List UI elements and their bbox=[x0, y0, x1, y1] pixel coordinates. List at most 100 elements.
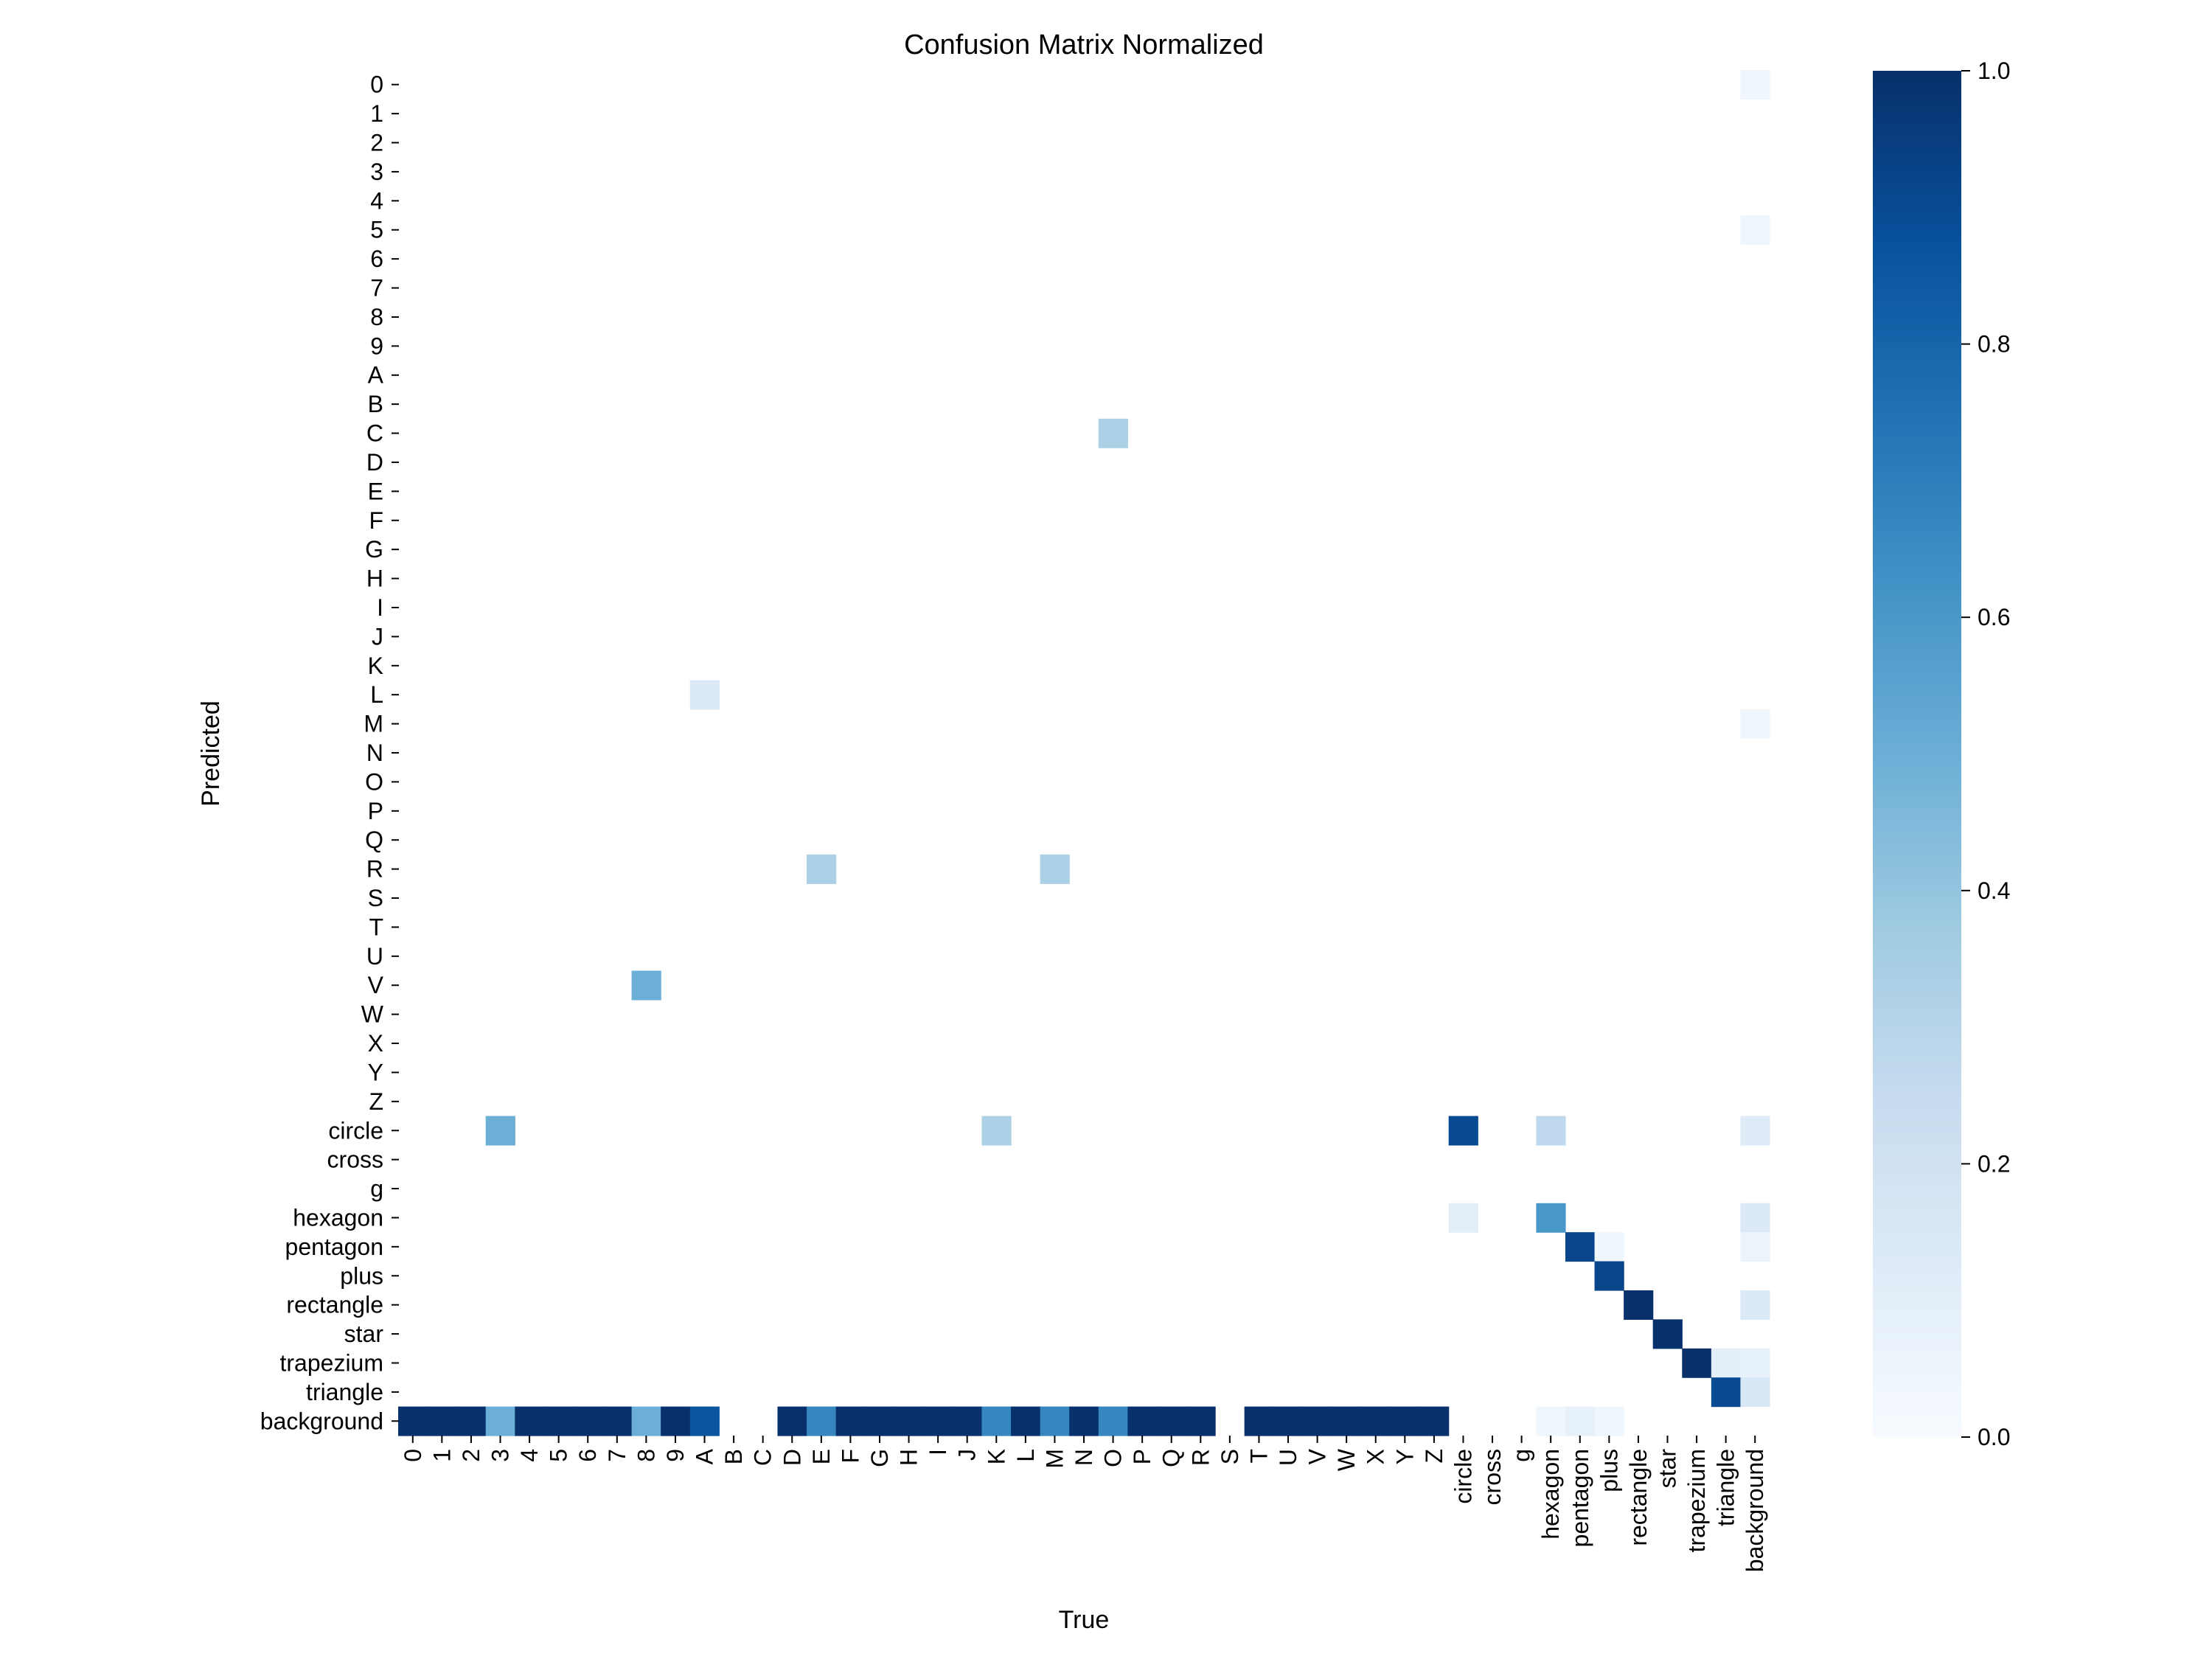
x-tick-label: 8 bbox=[633, 1449, 659, 1462]
x-tick-label: Y bbox=[1391, 1449, 1418, 1464]
x-tick-label: 2 bbox=[458, 1449, 484, 1462]
y-tick-label: K bbox=[368, 653, 383, 679]
heatmap-cell bbox=[807, 1406, 837, 1436]
heatmap-cell bbox=[1740, 1232, 1770, 1262]
x-tick-label: hexagon bbox=[1537, 1449, 1564, 1540]
heatmap-cell bbox=[1040, 1406, 1070, 1436]
colorbar bbox=[1873, 71, 1961, 1437]
y-tick-label: pentagon bbox=[285, 1234, 383, 1260]
y-tick-label: X bbox=[368, 1030, 383, 1057]
heatmap-cell bbox=[602, 1406, 633, 1436]
y-tick-label: 2 bbox=[370, 130, 383, 156]
y-tick-label: G bbox=[365, 536, 383, 563]
heatmap-cell bbox=[1740, 1290, 1770, 1320]
y-tick-label: C bbox=[366, 420, 383, 447]
x-tick-label: R bbox=[1187, 1449, 1214, 1466]
x-tick-label: 1 bbox=[428, 1449, 455, 1462]
x-tick-label: 4 bbox=[516, 1449, 543, 1462]
x-tick-label: L bbox=[1012, 1449, 1039, 1462]
heatmap-cell bbox=[1127, 1406, 1158, 1436]
heatmap-cell bbox=[865, 1406, 895, 1436]
x-tick-label: H bbox=[896, 1449, 922, 1466]
heatmap-cell bbox=[1740, 709, 1770, 739]
heatmap-cell bbox=[1332, 1406, 1362, 1436]
y-tick-label: H bbox=[366, 566, 383, 592]
heatmap-cell bbox=[1098, 418, 1128, 448]
heatmap-cell bbox=[835, 1406, 866, 1436]
heatmap-cell bbox=[952, 1406, 983, 1436]
y-tick-label: rectangle bbox=[286, 1292, 383, 1318]
x-tick-label: U bbox=[1275, 1449, 1301, 1466]
y-tick-label: hexagon bbox=[293, 1204, 383, 1231]
heatmap-cell bbox=[1740, 1203, 1770, 1233]
y-tick-label: trapezium bbox=[280, 1349, 384, 1376]
heatmap-cell bbox=[1740, 1348, 1770, 1378]
heatmap-cell bbox=[689, 680, 720, 710]
heatmap-cell bbox=[1565, 1232, 1596, 1262]
y-tick-label: L bbox=[370, 681, 383, 708]
heatmap-cell bbox=[1624, 1290, 1654, 1320]
heatmap-cell bbox=[1448, 1203, 1478, 1233]
y-tick-label: 4 bbox=[370, 187, 383, 214]
heatmap-cell bbox=[1536, 1116, 1566, 1146]
heatmap-cell bbox=[1448, 1116, 1478, 1146]
x-tick-label: 9 bbox=[662, 1449, 689, 1462]
x-tick-label: J bbox=[954, 1449, 981, 1461]
heatmap-cell bbox=[1360, 1406, 1391, 1436]
heatmap-cell bbox=[1536, 1203, 1566, 1233]
chart-title: Confusion Matrix Normalized bbox=[904, 29, 1264, 60]
heatmap-cell bbox=[1186, 1406, 1216, 1436]
y-tick-label: W bbox=[361, 1001, 384, 1028]
heatmap-cell bbox=[1390, 1406, 1420, 1436]
heatmap-cell bbox=[543, 1406, 574, 1436]
heatmap-cell bbox=[631, 970, 661, 1001]
y-tick-label: M bbox=[364, 711, 383, 737]
heatmap-cell bbox=[1594, 1261, 1624, 1291]
heatmap-cell bbox=[1711, 1348, 1742, 1378]
x-tick-label: K bbox=[983, 1449, 1009, 1464]
heatmap-cell bbox=[1740, 1116, 1770, 1146]
x-tick-label: 3 bbox=[487, 1449, 514, 1462]
y-tick-label: plus bbox=[340, 1262, 383, 1289]
x-tick-label: B bbox=[720, 1449, 747, 1464]
heatmap-cell bbox=[689, 1406, 720, 1436]
colorbar-ticks: 0.0 0.2 0.4 0.6 0.8 1.0 bbox=[1961, 58, 2010, 1450]
x-axis-label: True bbox=[1059, 1606, 1110, 1634]
heatmap-cell bbox=[1740, 70, 1770, 100]
x-tick-label: M bbox=[1041, 1449, 1068, 1469]
x-tick-label: plus bbox=[1596, 1449, 1622, 1492]
y-tick-label: cross bbox=[327, 1147, 383, 1173]
heatmap-cell bbox=[485, 1116, 515, 1146]
y-tick-label: 1 bbox=[370, 100, 383, 127]
colorbar-tick-label: 0.2 bbox=[1978, 1150, 2010, 1177]
heatmap-cell bbox=[1565, 1406, 1596, 1436]
colorbar-tick-label: 0.4 bbox=[1978, 877, 2010, 904]
y-tick-label: D bbox=[366, 449, 383, 476]
x-tick-label: W bbox=[1333, 1448, 1360, 1471]
heatmap-cell bbox=[661, 1406, 691, 1436]
heatmap-cell bbox=[1711, 1377, 1742, 1408]
x-tick-label: Q bbox=[1158, 1449, 1185, 1467]
x-tick-label: N bbox=[1071, 1449, 1097, 1466]
x-tick-label: background bbox=[1742, 1449, 1768, 1572]
heatmap-cell bbox=[1594, 1232, 1624, 1262]
y-tick-label: B bbox=[368, 391, 383, 417]
heatmap-cell bbox=[1069, 1406, 1099, 1436]
x-tick-label: pentagon bbox=[1567, 1449, 1593, 1547]
heatmap-cell bbox=[456, 1406, 487, 1436]
colorbar-tick-label: 0.0 bbox=[1978, 1424, 2010, 1450]
heatmap-cell bbox=[631, 1406, 661, 1436]
x-tick-label: A bbox=[692, 1448, 718, 1464]
y-tick-label: background bbox=[260, 1408, 383, 1434]
x-tick-label: trapezium bbox=[1683, 1449, 1710, 1553]
y-tick-label: star bbox=[344, 1321, 384, 1347]
heatmap-cell bbox=[485, 1406, 515, 1436]
heatmap-cell bbox=[981, 1116, 1012, 1146]
x-tick-label: G bbox=[866, 1449, 893, 1467]
heatmap-cell bbox=[515, 1406, 545, 1436]
y-tick-label: 3 bbox=[370, 159, 383, 185]
heatmap-cell bbox=[573, 1406, 603, 1436]
y-tick-label: O bbox=[365, 768, 383, 795]
